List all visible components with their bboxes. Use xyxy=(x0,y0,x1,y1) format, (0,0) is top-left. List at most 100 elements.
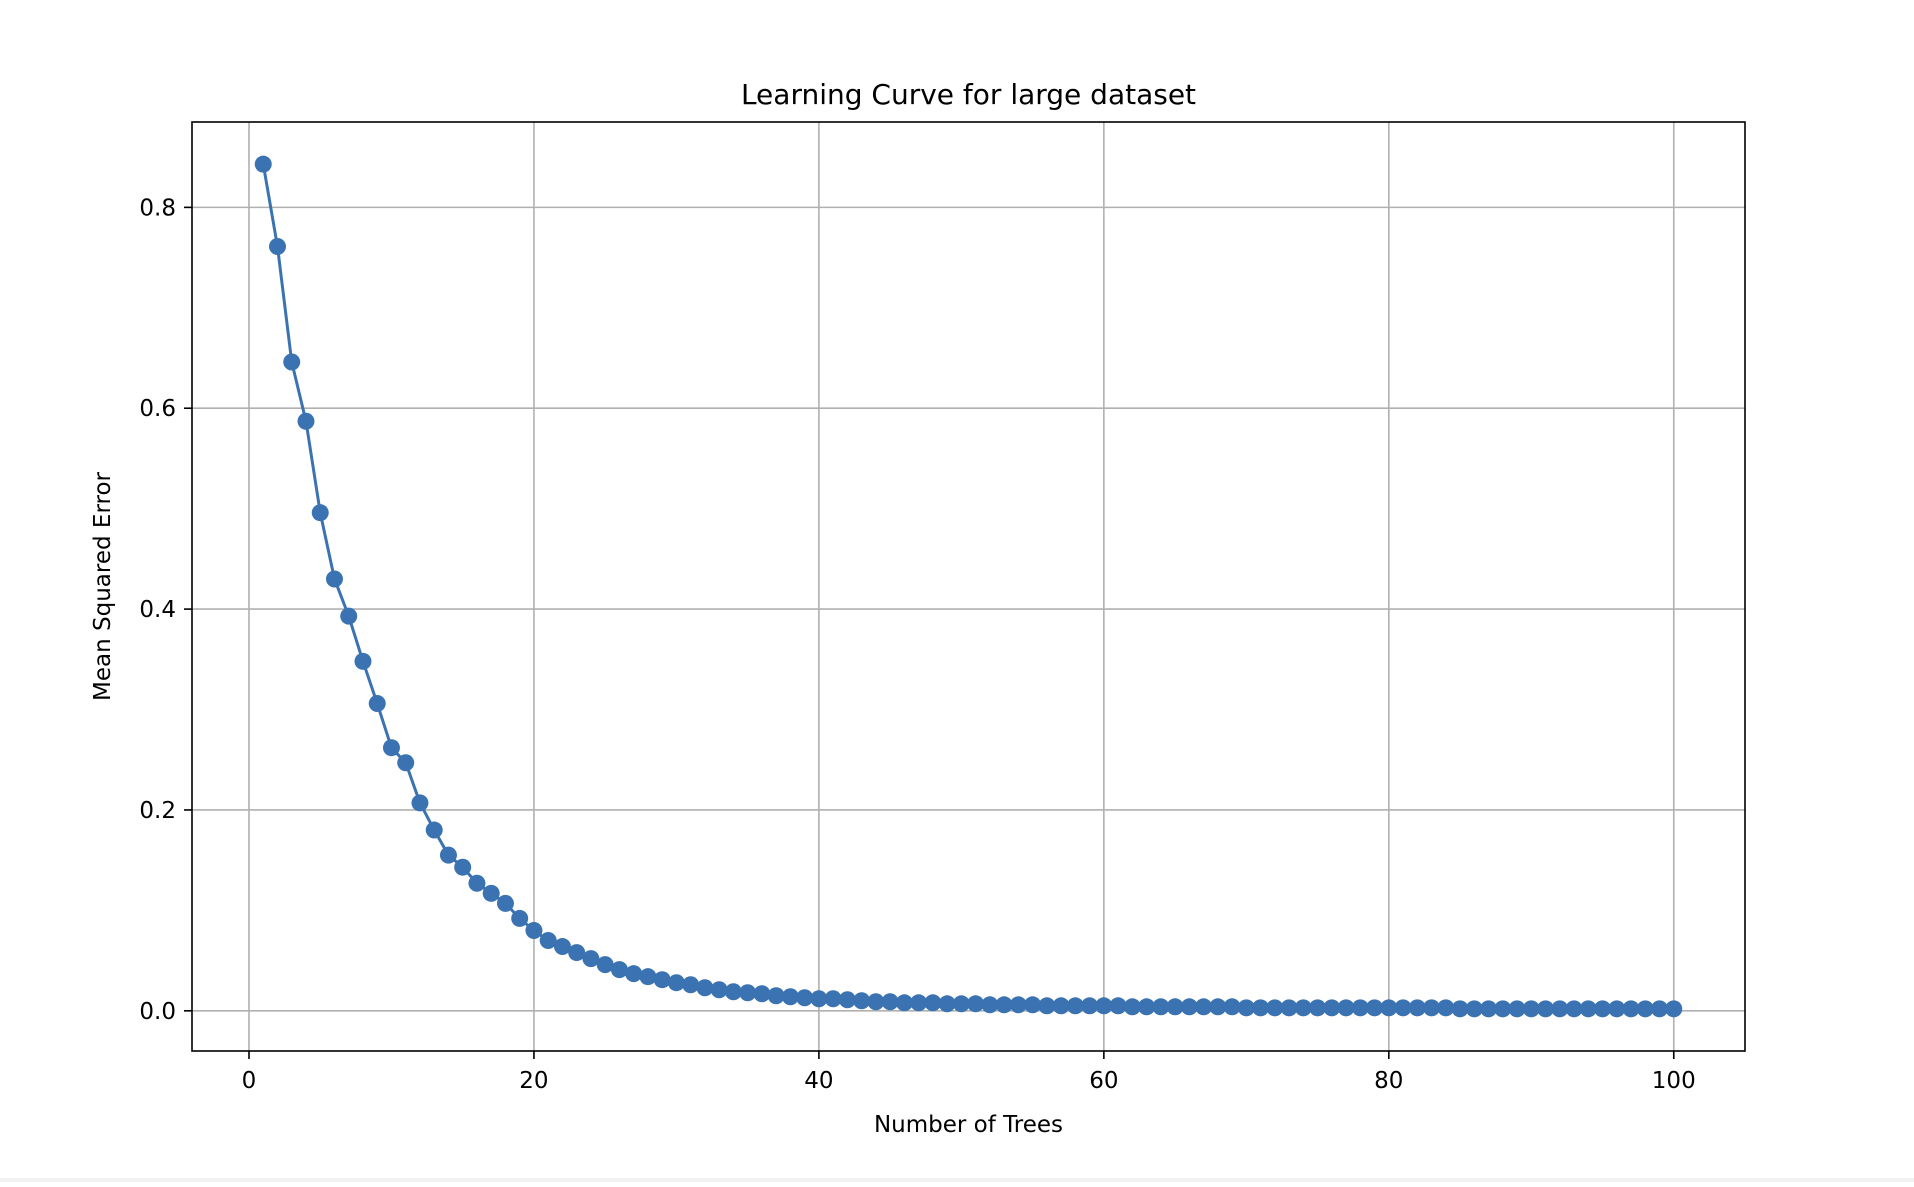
data-point xyxy=(853,992,871,1010)
data-point xyxy=(938,995,956,1013)
data-point xyxy=(824,990,842,1008)
data-point xyxy=(1651,1000,1669,1018)
data-point xyxy=(354,652,372,670)
data-point xyxy=(739,984,757,1002)
chart-title: Learning Curve for large dataset xyxy=(741,78,1196,111)
data-point xyxy=(610,961,628,979)
data-point xyxy=(724,983,742,1001)
data-point xyxy=(1237,999,1255,1017)
data-point xyxy=(1608,1000,1626,1018)
data-point xyxy=(653,971,671,989)
data-point xyxy=(1480,1000,1498,1018)
data-point xyxy=(254,155,272,173)
data-point xyxy=(967,995,985,1013)
data-point xyxy=(1109,997,1127,1015)
data-point xyxy=(710,981,728,999)
data-point xyxy=(1309,999,1327,1017)
data-point xyxy=(268,238,286,256)
data-point xyxy=(781,988,799,1006)
x-tick-label: 40 xyxy=(804,1068,833,1094)
data-point xyxy=(1252,999,1270,1017)
data-point xyxy=(838,991,856,1009)
x-tick-label: 80 xyxy=(1374,1068,1403,1094)
data-point xyxy=(1537,1000,1555,1018)
data-point xyxy=(1551,1000,1569,1018)
data-point xyxy=(1423,999,1441,1017)
x-axis-label: Number of Trees xyxy=(874,1112,1063,1138)
data-point xyxy=(1166,998,1184,1016)
data-point xyxy=(1095,997,1113,1015)
data-point xyxy=(1009,996,1027,1014)
y-axis-label: Mean Squared Error xyxy=(90,471,116,700)
data-point xyxy=(639,968,657,986)
data-point xyxy=(397,754,415,772)
data-point xyxy=(596,956,614,974)
data-point xyxy=(511,909,529,927)
data-point xyxy=(810,990,828,1008)
data-point xyxy=(1494,1000,1512,1018)
data-point xyxy=(767,987,785,1005)
data-point xyxy=(1081,997,1099,1015)
data-point xyxy=(568,944,586,962)
data-point xyxy=(881,993,899,1011)
data-point xyxy=(297,412,315,430)
data-point xyxy=(1223,998,1241,1016)
data-point xyxy=(468,874,486,892)
series-markers xyxy=(254,155,1683,1018)
data-point xyxy=(1280,999,1298,1017)
data-point xyxy=(1209,998,1227,1016)
data-point xyxy=(1066,997,1084,1015)
data-point xyxy=(283,353,301,371)
data-point xyxy=(1294,999,1312,1017)
y-tick-label: 0.6 xyxy=(139,396,176,422)
data-point xyxy=(482,884,500,902)
data-point xyxy=(1451,1000,1469,1018)
data-point xyxy=(1195,998,1213,1016)
data-point xyxy=(368,695,386,713)
data-point xyxy=(1636,1000,1654,1018)
data-point xyxy=(1579,1000,1597,1018)
data-point xyxy=(525,921,543,939)
data-point xyxy=(1038,997,1056,1015)
data-point xyxy=(439,846,457,864)
axes-frame xyxy=(191,121,1746,1052)
data-point xyxy=(1337,999,1355,1017)
x-tick-label: 100 xyxy=(1652,1068,1696,1094)
data-point xyxy=(1522,1000,1540,1018)
data-point xyxy=(1180,998,1198,1016)
data-point xyxy=(981,996,999,1014)
data-point xyxy=(696,979,714,997)
data-point xyxy=(1437,999,1455,1017)
x-tick-label: 60 xyxy=(1089,1068,1118,1094)
data-point xyxy=(924,994,942,1012)
data-point xyxy=(1024,996,1042,1014)
y-tick-label: 0.4 xyxy=(139,597,176,623)
data-point xyxy=(1394,999,1412,1017)
data-point xyxy=(1366,999,1384,1017)
data-point xyxy=(1508,1000,1526,1018)
data-point xyxy=(1123,998,1141,1016)
y-tick-label: 0.0 xyxy=(139,999,176,1025)
data-point xyxy=(553,938,571,956)
x-tick-label: 20 xyxy=(519,1068,548,1094)
data-point xyxy=(1152,998,1170,1016)
data-point xyxy=(1380,999,1398,1017)
x-tick-label: 0 xyxy=(242,1068,257,1094)
bottom-strip xyxy=(0,1178,1914,1182)
data-point xyxy=(895,994,913,1012)
data-point xyxy=(325,570,343,588)
grid-lines xyxy=(192,122,1745,1051)
data-point xyxy=(1052,997,1070,1015)
data-point xyxy=(425,821,443,839)
data-point xyxy=(539,932,557,950)
data-point xyxy=(382,739,400,757)
data-point xyxy=(667,974,685,992)
data-point xyxy=(1465,1000,1483,1018)
data-point xyxy=(867,993,885,1011)
data-point xyxy=(411,794,429,812)
data-point xyxy=(1138,998,1156,1016)
y-tick-label: 0.2 xyxy=(139,798,176,824)
data-point xyxy=(682,976,700,994)
